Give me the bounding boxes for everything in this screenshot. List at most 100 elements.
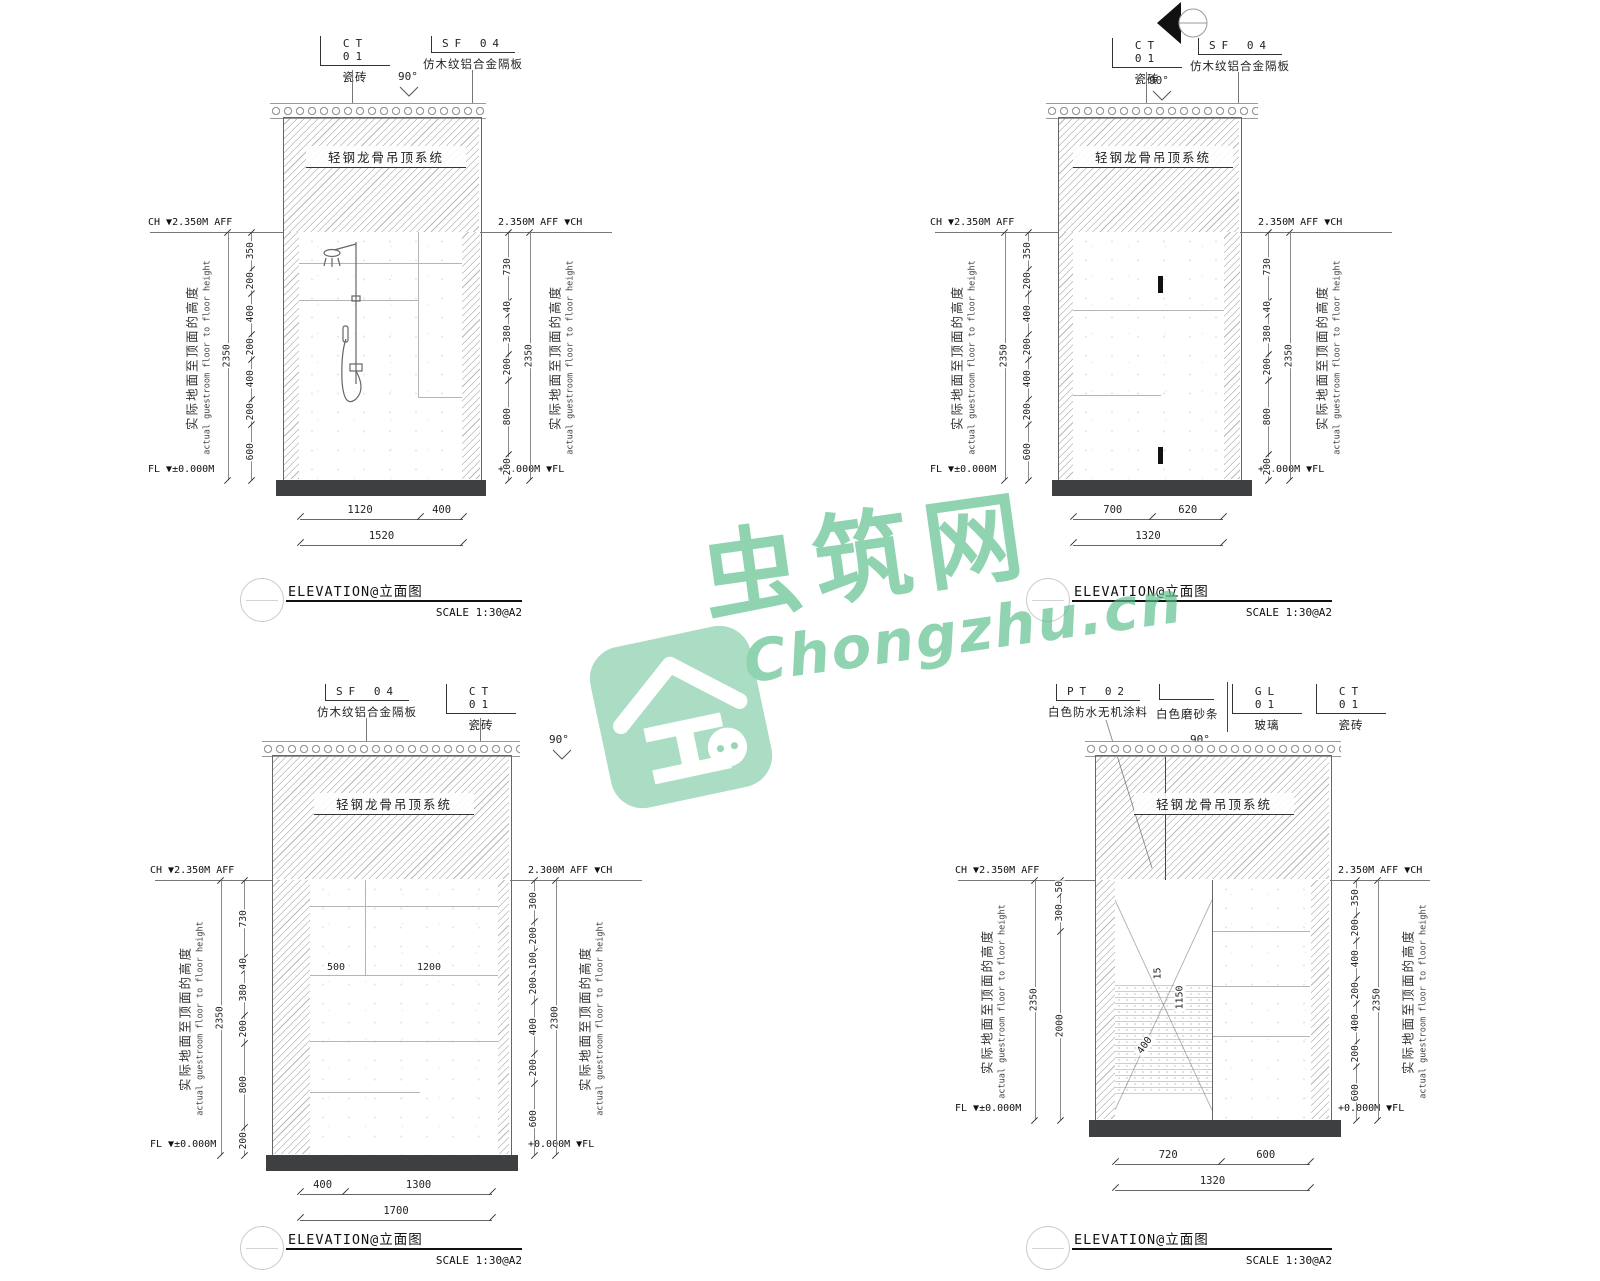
wall-pier-hatch (284, 232, 299, 479)
elevation-title: ELEVATION@立面图 (1074, 1232, 1209, 1248)
material-tag: GL 01 玻璃 (1232, 684, 1302, 733)
detail-marker-circle (1026, 1226, 1070, 1270)
angle-arrow-icon (1152, 90, 1172, 101)
tag-label: 瓷砖 (1338, 718, 1364, 732)
level-marker: FL ▼±0.000M (150, 1139, 217, 1150)
tile-wall-panel (299, 232, 462, 480)
level-line (1240, 232, 1392, 233)
elevation-title: ELEVATION@立面图 (1074, 584, 1209, 600)
tag-label: 玻璃 (1254, 718, 1280, 732)
angle-arrow-icon (399, 86, 419, 97)
dim-chain-right: 300 200 100 200 400 200 600 (527, 880, 541, 1155)
wall-pier-hatch (273, 880, 310, 1154)
joint-line (1213, 986, 1310, 987)
bottom-total: 1320 (1115, 1175, 1310, 1191)
joint-line (365, 880, 366, 976)
inner-dim: 1200 (415, 962, 444, 973)
joint-line (310, 1092, 420, 1093)
level-marker: FL ▼±0.000M (955, 1103, 1022, 1114)
title-rule (286, 1248, 522, 1250)
level-marker: CH ▼2.350M AFF (148, 217, 233, 228)
bottom-total: 1320 (1073, 530, 1223, 546)
watermark-logo-icon (589, 625, 773, 809)
dim-chain-left: 350 200 400 200 400 200 600 (244, 232, 258, 480)
material-tag: CT 01 瓷砖 (320, 36, 390, 85)
level-line (480, 232, 612, 233)
level-marker: 2.350M AFF ▼CH (1338, 865, 1423, 876)
elevation-title: ELEVATION@立面图 (288, 1232, 423, 1248)
ceiling-hatch (1059, 118, 1239, 232)
watermark-cn: 虫筑网 (694, 478, 1044, 638)
tag-code: PT (1066, 685, 1093, 698)
height-note-right: 实际地面至顶面的高度 actual guestroom floor to flo… (577, 921, 606, 1116)
dim-total-left: 2350 (221, 232, 234, 480)
tag-divider-line (1227, 682, 1228, 732)
wall-pier-hatch (1059, 232, 1073, 479)
glass-panel (1115, 880, 1212, 1120)
floor-slab (266, 1155, 518, 1171)
tag-num: 01 (342, 50, 369, 63)
dim-total-right: 2300 (549, 880, 562, 1155)
bottom-dims: 700 620 (1073, 504, 1223, 520)
height-note-left: 实际地面至顶面的高度 actual guestroom floor to flo… (949, 260, 978, 455)
ceiling-hatch (284, 118, 479, 232)
bottom-total: 1520 (300, 530, 463, 546)
tag-code: GL (1254, 685, 1281, 698)
frosted-film (1115, 985, 1212, 1095)
scale-label: SCALE 1:30@A2 (1245, 606, 1332, 619)
inner-dim: 1150 (1174, 983, 1186, 1012)
ceiling-system-label: 轻钢龙骨吊顶系统 (314, 793, 474, 815)
joint-line (418, 232, 419, 398)
section-marker-icon (1157, 2, 1208, 44)
leader-line (1238, 72, 1239, 103)
tag-num: 04 (373, 685, 400, 698)
scale-label: SCALE 1:30@A2 (435, 606, 522, 619)
bottom-dims: 720 600 (1115, 1149, 1310, 1165)
floor-slab (1089, 1120, 1341, 1137)
detail-marker-circle (240, 578, 284, 622)
tag-num: 01 (468, 698, 495, 711)
dim-total-left: 2350 (1028, 880, 1041, 1120)
level-marker: 2.350M AFF ▼CH (498, 217, 583, 228)
leader-line (480, 718, 481, 742)
tag-code: CT (1134, 39, 1161, 52)
joint-line (310, 1041, 498, 1042)
ceiling-system-label: 轻钢龙骨吊顶系统 (1073, 146, 1233, 168)
material-tag: CT 01 瓷砖 (1316, 684, 1386, 733)
joint-line (310, 975, 498, 976)
material-tag: SF 04 仿木纹铝合金隔板 (302, 684, 432, 720)
tag-label: 白色磨砂条 (1156, 707, 1219, 721)
wall-pier-hatch (498, 880, 509, 1154)
fixture-mark (1158, 447, 1163, 464)
joint-line (1213, 931, 1310, 932)
title-rule (286, 600, 522, 602)
level-marker: CH ▼2.350M AFF (930, 217, 1015, 228)
tile-wall-panel (310, 880, 498, 1155)
height-note-right: 实际地面至顶面的高度 actual guestroom floor to flo… (1314, 260, 1343, 455)
material-tag: CT 01 瓷砖 (446, 684, 516, 733)
level-marker: CH ▼2.350M AFF (150, 865, 235, 876)
tag-code: CT (342, 37, 369, 50)
material-tag: SF 04 仿木纹铝合金隔板 (408, 36, 538, 72)
ceiling-hatch (1096, 756, 1329, 879)
scale-label: SCALE 1:30@A2 (435, 1254, 522, 1267)
tag-code: CT (1338, 685, 1365, 698)
wall-pier-hatch (1311, 880, 1329, 1119)
ceiling-system-label: 轻钢龙骨吊顶系统 (306, 146, 466, 168)
tag-label: 瓷砖 (468, 718, 494, 732)
dim-total-left: 2350 (998, 232, 1011, 480)
floor-slab (276, 480, 486, 496)
scallop-band (1085, 741, 1341, 757)
joint-line (418, 397, 462, 398)
level-marker: 2.300M AFF ▼CH (528, 865, 613, 876)
angle-label: 90° (1149, 74, 1169, 87)
leader-line (1146, 72, 1147, 103)
level-marker: 2.350M AFF ▼CH (1258, 217, 1343, 228)
title-rule (1072, 1248, 1332, 1250)
tag-label: 瓷砖 (342, 70, 368, 84)
tag-code: CT (468, 685, 495, 698)
glass-cross-lines (1115, 899, 1212, 1111)
bottom-dims: 400 1300 (300, 1179, 492, 1195)
dim-chain-right: 730 40 380 200 800 200 (1261, 232, 1275, 480)
